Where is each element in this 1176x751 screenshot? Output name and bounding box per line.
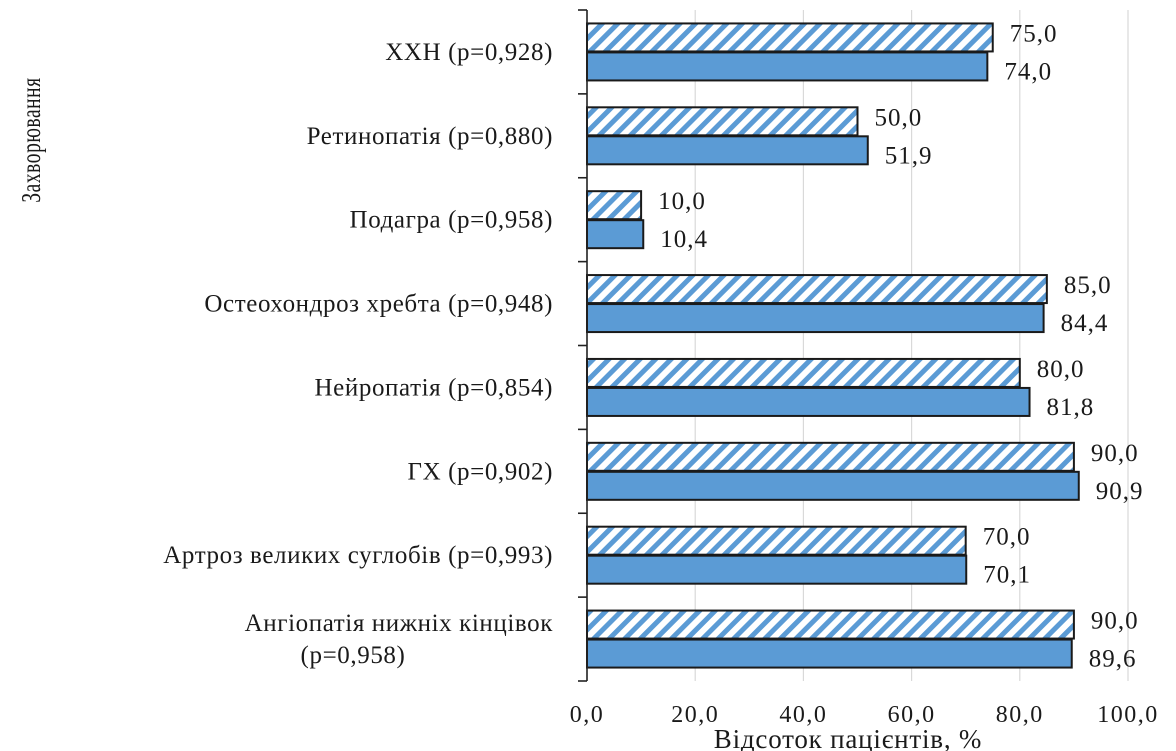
x-tick-label: 40,0 — [779, 702, 827, 728]
data-label: 89,6 — [1089, 646, 1137, 673]
bar-solid — [586, 386, 1031, 417]
data-label: 80,0 — [1037, 356, 1085, 383]
category-label: ГХ (p=0,902) — [408, 458, 553, 485]
data-label: 90,0 — [1091, 440, 1139, 467]
data-label: 51,9 — [885, 142, 933, 169]
bar-solid — [586, 554, 968, 585]
bar-solid — [586, 303, 1045, 334]
bar-hatched — [586, 274, 1048, 305]
data-label: 75,0 — [1010, 20, 1058, 47]
category-label: Нейропатія (p=0,854) — [315, 374, 553, 401]
data-label: 10,0 — [658, 188, 706, 215]
category-label-line: Ангіопатія нижніх кінцівок — [245, 610, 554, 637]
data-label: 81,8 — [1047, 394, 1095, 421]
x-tick-label: 0,0 — [570, 702, 605, 728]
data-label: 90,0 — [1091, 608, 1139, 635]
category-label: Артроз великих суглобів (p=0,993) — [163, 542, 553, 569]
category-label: ХХН (p=0,928) — [385, 39, 553, 66]
bar-hatched — [586, 190, 643, 221]
data-label: 85,0 — [1064, 272, 1112, 299]
category-label: Остеохондроз хребта (p=0,948) — [204, 291, 553, 318]
data-label: 84,4 — [1061, 310, 1109, 337]
category-label: Подагра (p=0,958) — [350, 207, 553, 234]
x-tick-label: 20,0 — [671, 702, 719, 728]
bar-hatched — [586, 441, 1075, 472]
data-label: 74,0 — [1004, 58, 1052, 85]
data-label: 10,4 — [660, 226, 708, 253]
bar-solid — [586, 135, 869, 166]
x-axis-label: Відсоток пацієнтів, % — [714, 724, 982, 751]
bar-solid — [586, 638, 1073, 669]
data-label: 50,0 — [875, 104, 923, 131]
category-label: Ангіопатія нижніх кінцівок (p=0,958) — [245, 610, 554, 669]
data-label: 70,1 — [983, 562, 1031, 589]
category-label: Ретинопатія (p=0,880) — [307, 123, 553, 150]
bar-solid — [586, 51, 989, 82]
bar-hatched — [586, 525, 967, 556]
data-label: 90,9 — [1096, 478, 1144, 505]
data-label: 70,0 — [983, 524, 1031, 551]
bar-hatched — [586, 106, 859, 137]
bar-hatched — [586, 22, 994, 53]
bar-solid — [586, 219, 645, 250]
x-tick-label: 100,0 — [1097, 702, 1159, 728]
bar-hatched — [586, 357, 1021, 388]
category-label-line: (p=0,958) — [301, 642, 406, 669]
x-tick-label: 60,0 — [888, 702, 936, 728]
y-axis-label: Захворювання — [17, 77, 47, 202]
x-tick-label: 80,0 — [996, 702, 1044, 728]
bar-hatched — [586, 609, 1075, 640]
bar-solid — [586, 470, 1080, 501]
